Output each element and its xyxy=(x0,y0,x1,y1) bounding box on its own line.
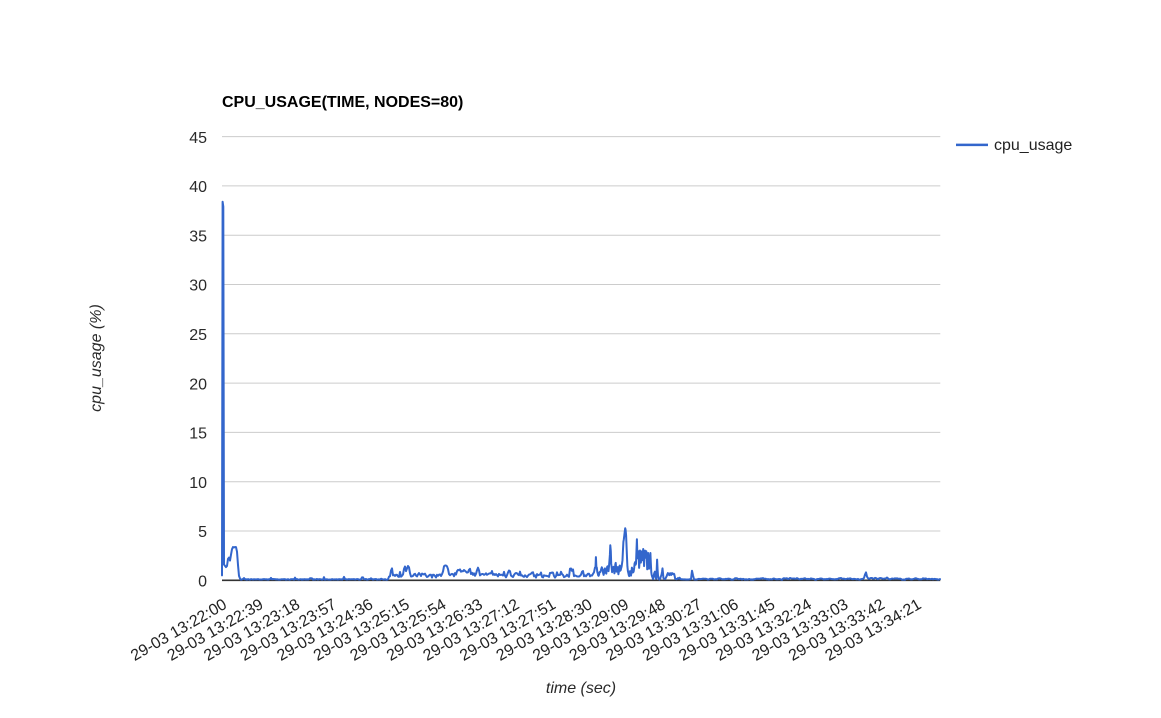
svg-text:5: 5 xyxy=(198,524,207,541)
svg-text:cpu_usage: cpu_usage xyxy=(994,137,1072,154)
svg-text:30: 30 xyxy=(189,278,207,295)
svg-text:CPU_USAGE(TIME, NODES=80): CPU_USAGE(TIME, NODES=80) xyxy=(222,94,463,111)
svg-text:35: 35 xyxy=(189,228,207,245)
svg-text:cpu_usage (%): cpu_usage (%) xyxy=(88,304,105,412)
svg-text:20: 20 xyxy=(189,376,207,393)
svg-text:time (sec): time (sec) xyxy=(546,680,616,697)
svg-text:25: 25 xyxy=(189,327,207,344)
svg-text:10: 10 xyxy=(189,475,207,492)
svg-text:0: 0 xyxy=(198,574,207,591)
svg-text:40: 40 xyxy=(189,179,207,196)
svg-text:45: 45 xyxy=(189,130,207,147)
svg-text:15: 15 xyxy=(189,426,207,443)
